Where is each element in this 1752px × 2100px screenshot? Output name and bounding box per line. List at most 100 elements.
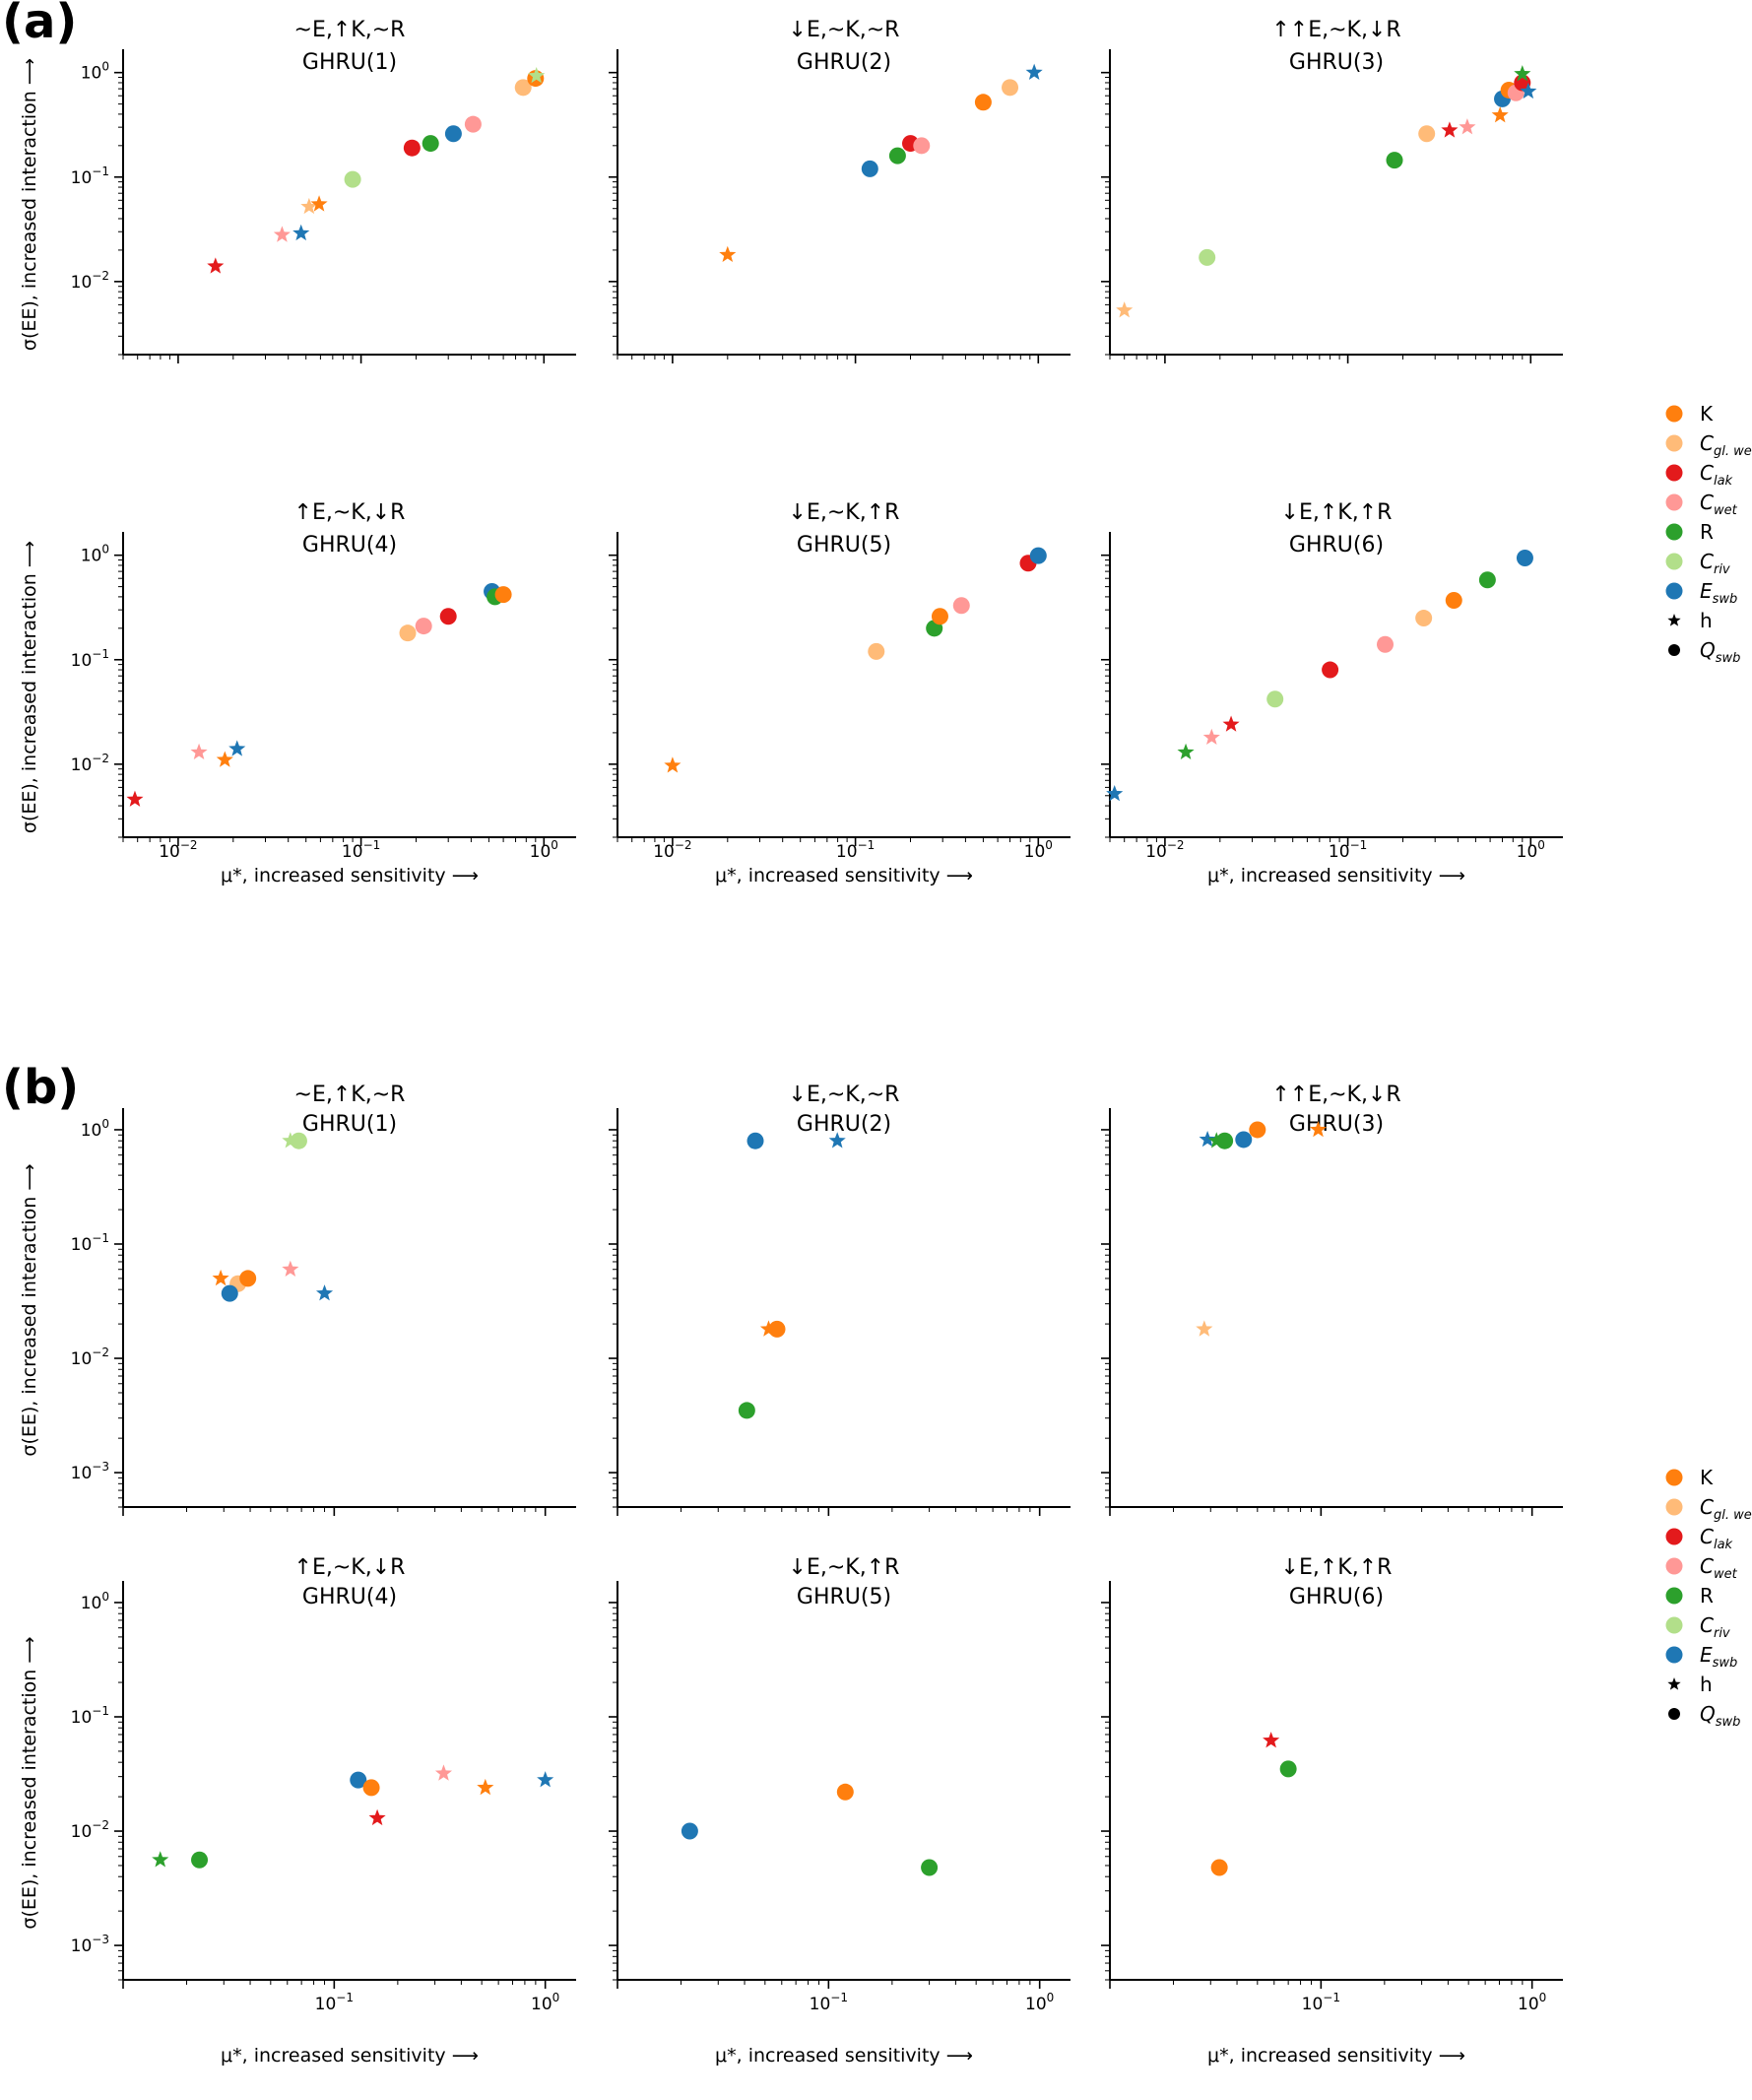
- point-circle-c_glwet: [514, 79, 532, 97]
- legend-item: Cgl. wet: [1665, 431, 1752, 459]
- legend-circle-marker: [1665, 523, 1683, 541]
- point-circle-e_swb: [746, 1132, 764, 1149]
- legend-star-marker: [1667, 614, 1681, 626]
- point-circle-c_riv: [290, 1132, 307, 1149]
- point-star-k: [212, 1269, 229, 1286]
- y-tick-label: 10−3: [71, 1460, 109, 1483]
- y-tick-label: 10−1: [71, 647, 109, 671]
- x-tick-label: 100: [530, 838, 558, 862]
- y-tick-label: 10−2: [71, 752, 109, 775]
- subplot-ghru-2: ↓E,~K,~R GHRU(2): [609, 1083, 1071, 1516]
- legend-label: Cwet: [1700, 491, 1738, 518]
- x-tick-label: 100: [1025, 1991, 1054, 2014]
- x-tick-label: 10−2: [1145, 838, 1184, 862]
- legend-item: K: [1665, 1466, 1714, 1489]
- point-star-c_lak: [1222, 715, 1240, 732]
- point-star-c_glwet: [300, 197, 318, 215]
- point-star-c_lak: [126, 790, 144, 807]
- subplot-ghru-2: ↓E,~K,~R GHRU(2): [609, 18, 1071, 363]
- legend-circle-marker: [1665, 1498, 1683, 1516]
- point-circle-c_glwet: [868, 642, 885, 660]
- legend-item: Clak: [1665, 1525, 1733, 1552]
- y-tick-label: 100: [81, 1117, 109, 1141]
- point-circle-c_wet: [464, 115, 482, 133]
- y-tick-label: 10−2: [71, 1818, 109, 1842]
- legend-label: Cgl. wet: [1700, 431, 1752, 459]
- point-star-e_swb: [315, 1284, 334, 1301]
- legend-item: h: [1667, 1673, 1713, 1696]
- panel-label: (b): [2, 1060, 79, 1115]
- legend-label: Criv: [1700, 550, 1730, 577]
- point-circle-k: [1249, 1121, 1266, 1139]
- point-circle-k: [362, 1779, 380, 1797]
- subplot-title-ghru: GHRU(1): [302, 1112, 397, 1137]
- point-star-e_swb: [1199, 1130, 1216, 1148]
- point-circle-c_glwet: [1002, 79, 1019, 97]
- point-circle-r: [888, 147, 906, 164]
- y-tick-label: 10−1: [71, 1704, 109, 1728]
- point-circle-k: [1445, 591, 1462, 609]
- subplot-ghru-1: ~E,↑K,~R GHRU(1) 10−3 10−2 10−1 100 σ(EE), inc…: [19, 1083, 576, 1516]
- section-b: (b) ~E,↑K,~R GHRU(1) 10−3 10−2 10−1 100 σ(EE), …: [2, 1060, 1752, 2067]
- x-tick-label: 100: [1518, 1991, 1546, 2014]
- point-star-c_wet: [434, 1764, 453, 1781]
- x-tick-label: 100: [1517, 838, 1545, 862]
- legend-circle-marker: [1665, 493, 1683, 511]
- y-tick-label: 100: [81, 60, 109, 84]
- point-circle-e_swb: [221, 1284, 238, 1302]
- point-circle-c_riv: [1266, 690, 1284, 708]
- point-star-c_riv: [528, 67, 546, 84]
- point-star-k: [216, 751, 233, 767]
- legend-circle-marker: [1665, 553, 1683, 570]
- y-tick-label: 10−1: [71, 164, 109, 188]
- point-circle-e_swb: [681, 1822, 698, 1840]
- point-star-c_glwet: [1196, 1320, 1213, 1337]
- y-tick-label: 10−2: [71, 1345, 109, 1369]
- subplot-ghru-4: ↑E,~K,↓R GHRU(4) 10−2 10−1 100 μ*, increased …: [19, 500, 576, 886]
- legend-label: Eswb: [1700, 579, 1737, 607]
- subplot-title-scenario: ↓E,~K,↑R: [789, 500, 900, 525]
- point-circle-r: [1478, 571, 1496, 589]
- y-tick-label: 10−3: [71, 1933, 109, 1956]
- legend-item: Qswb: [1668, 638, 1740, 666]
- subplot-ghru-6: ↓E,↑K,↑R GHRU(6) 10−2 10−1 100 μ*, increased …: [1101, 500, 1563, 886]
- legend-circle-marker: [1665, 1557, 1683, 1575]
- point-circle-r: [1279, 1760, 1297, 1778]
- point-star-k: [310, 195, 328, 212]
- section-a: (a) ~E,↑K,~R GHRU(1) 10−2 10−1 100 σ(EE), incr…: [2, 0, 1752, 886]
- x-tick-label: 10−1: [315, 1991, 354, 2014]
- point-star-e_swb: [1520, 82, 1537, 99]
- legend-item: K: [1665, 402, 1714, 426]
- x-tick-label: 10−1: [342, 838, 380, 862]
- legend-label: Clak: [1700, 1525, 1733, 1552]
- legend-circle-marker: [1665, 405, 1683, 423]
- legend-item: Clak: [1665, 461, 1733, 489]
- point-star-k: [1491, 106, 1509, 123]
- subplot-ghru-6: ↓E,↑K,↑R GHRU(6) 10−1 100 μ*, increased sens…: [1101, 1555, 1563, 2067]
- legend-item: R: [1665, 1584, 1714, 1608]
- point-star-c_riv: [282, 1132, 299, 1148]
- legend-item: Criv: [1665, 550, 1730, 577]
- point-circle-r: [1386, 152, 1403, 169]
- point-star-c_wet: [282, 1260, 299, 1278]
- legend-label: R: [1700, 520, 1714, 544]
- subplot-title-ghru: GHRU(2): [797, 50, 891, 75]
- point-circle-e_swb: [1235, 1131, 1253, 1148]
- x-tick-label: 10−2: [159, 838, 197, 862]
- point-star-e_swb: [228, 740, 246, 756]
- subplot-title-ghru: GHRU(5): [797, 1585, 891, 1609]
- subplot-title-ghru: GHRU(3): [1289, 1112, 1384, 1137]
- x-axis-label: μ*, increased sensitivity ⟶: [715, 865, 973, 886]
- x-tick-label: 10−1: [1302, 1991, 1340, 2014]
- point-star-c_glwet: [1116, 301, 1134, 318]
- point-circle-k: [239, 1270, 257, 1287]
- subplot-ghru-5: ↓E,~K,↑R GHRU(5) 10−2 10−1 100 μ*, increased …: [609, 500, 1071, 886]
- y-axis-label: σ(EE), increased interaction ⟶: [19, 1636, 40, 1929]
- point-star-c_wet: [273, 226, 291, 242]
- subplot-title-scenario: ↑E,~K,↓R: [294, 1555, 406, 1580]
- subplot-title-ghru: GHRU(6): [1289, 1585, 1384, 1609]
- point-circle-e_swb: [1029, 547, 1047, 564]
- legend-circle-marker: [1665, 1616, 1683, 1634]
- point-circle-c_wet: [1377, 635, 1395, 653]
